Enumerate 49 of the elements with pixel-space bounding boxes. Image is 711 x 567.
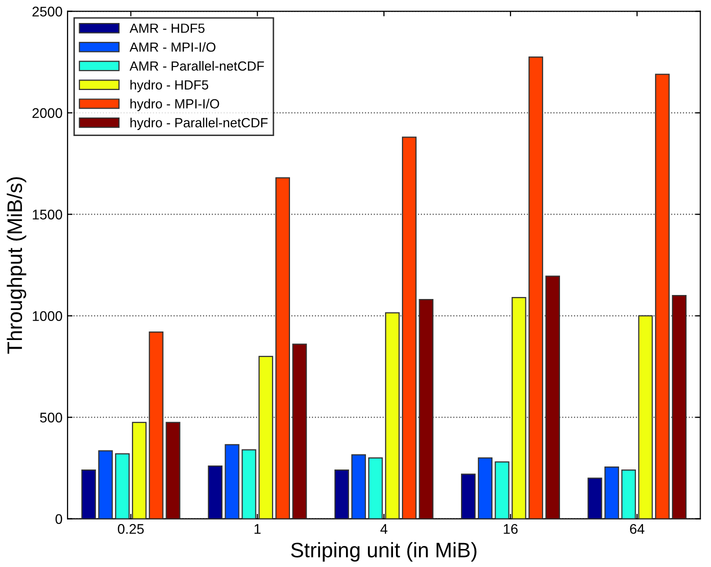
y-tick-label: 500 <box>40 412 62 422</box>
bar <box>334 470 350 519</box>
bar <box>368 457 383 519</box>
bar <box>81 470 96 519</box>
bar <box>638 315 653 519</box>
bar <box>148 332 164 519</box>
x-tick-label: 64 <box>630 524 644 534</box>
x-axis-title: Striping unit (in MiB) <box>291 542 476 562</box>
bar <box>275 177 290 519</box>
bar <box>351 454 366 519</box>
bar <box>528 56 544 519</box>
bar <box>385 312 400 519</box>
bar <box>98 450 113 519</box>
y-axis-title: Throughput (MiB/s) <box>6 177 26 354</box>
bar <box>224 444 240 519</box>
legend-label: AMR - MPI-I/O <box>130 42 216 52</box>
bar <box>655 74 670 519</box>
bar <box>588 478 602 519</box>
y-tick-label: 0 <box>56 514 62 524</box>
bar <box>242 449 256 519</box>
bar <box>115 453 130 519</box>
x-tick-label: 4 <box>380 524 388 534</box>
bar <box>494 461 510 519</box>
legend-label: hydro - MPI-I/O <box>130 98 220 112</box>
legend-label: AMR - Parallel-netCDF <box>130 61 264 71</box>
bar <box>461 474 476 519</box>
bar <box>166 422 180 519</box>
bar <box>418 299 434 519</box>
legend-label: AMR - HDF5 <box>130 24 205 33</box>
bar <box>208 465 222 519</box>
bar <box>402 136 417 519</box>
x-tick-label: 0.25 <box>118 524 144 534</box>
y-tick-label: 2000 <box>32 108 62 118</box>
y-tick-label: 1000 <box>32 311 62 321</box>
bar <box>672 294 687 519</box>
bar <box>478 457 492 519</box>
bar <box>604 466 620 519</box>
bar <box>292 344 307 519</box>
x-tick-label: 16 <box>504 524 518 534</box>
y-tick-label: 1500 <box>32 210 62 220</box>
y-tick-label: 2500 <box>32 6 62 17</box>
bar <box>512 296 526 519</box>
x-tick-label: 1 <box>254 524 261 534</box>
bar <box>621 470 636 519</box>
bar <box>132 422 147 519</box>
bar <box>545 276 560 519</box>
legend-label: hydro - HDF5 <box>130 80 208 92</box>
legend-label: hydro - Parallel-netCDF <box>130 118 268 130</box>
bar <box>258 356 274 519</box>
